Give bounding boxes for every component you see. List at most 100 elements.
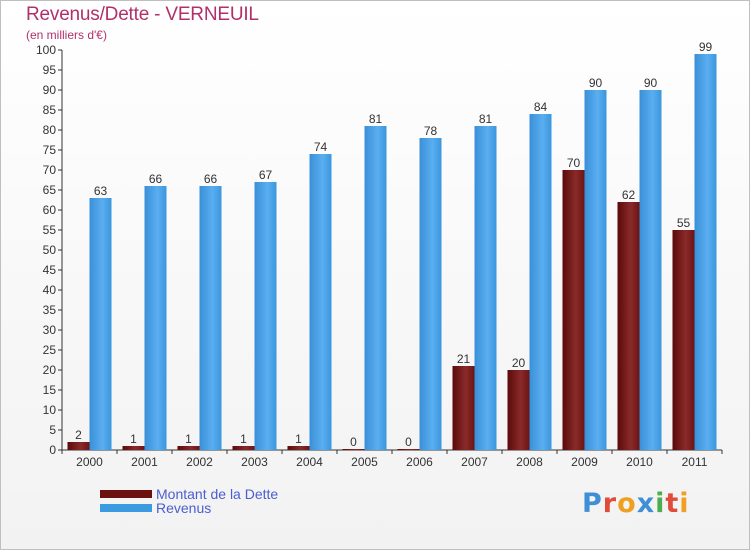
bar-dette xyxy=(672,230,695,450)
bar-revenus xyxy=(309,154,332,450)
bar-dette xyxy=(507,370,530,450)
data-label-dette: 70 xyxy=(567,156,581,170)
x-tick-label: 2010 xyxy=(626,455,653,469)
y-tick-label: 60 xyxy=(43,203,57,217)
data-label-dette: 62 xyxy=(622,188,636,202)
bar-revenus xyxy=(364,126,387,450)
data-label-dette: 1 xyxy=(240,432,247,446)
bar-dette xyxy=(67,442,90,450)
bar-revenus xyxy=(639,90,662,450)
bar-dette xyxy=(617,202,640,450)
y-tick-label: 65 xyxy=(43,183,57,197)
y-tick-label: 10 xyxy=(43,403,57,417)
x-tick-label: 2002 xyxy=(186,455,213,469)
data-label-revenus: 81 xyxy=(369,112,383,126)
x-tick-label: 2003 xyxy=(241,455,268,469)
data-label-revenus: 90 xyxy=(644,76,658,90)
y-tick-label: 85 xyxy=(43,103,57,117)
data-label-revenus: 90 xyxy=(589,76,603,90)
x-tick-label: 2000 xyxy=(76,455,103,469)
y-tick-label: 0 xyxy=(49,443,56,457)
bar-revenus xyxy=(529,114,552,450)
bar-dette xyxy=(562,170,585,450)
chart-subtitle: (en milliers d'€) xyxy=(26,28,107,42)
y-tick-label: 5 xyxy=(49,423,56,437)
data-label-dette: 0 xyxy=(405,435,412,449)
y-tick-label: 80 xyxy=(43,123,57,137)
bar-revenus xyxy=(694,54,717,450)
data-label-dette: 1 xyxy=(185,432,192,446)
data-label-revenus: 66 xyxy=(149,172,163,186)
bar-revenus xyxy=(474,126,497,450)
legend-swatch-dette xyxy=(100,490,152,498)
y-tick-label: 55 xyxy=(43,223,57,237)
legend-label-dette: Montant de la Dette xyxy=(156,486,279,502)
x-tick-label: 2008 xyxy=(516,455,543,469)
y-tick-label: 100 xyxy=(36,43,56,57)
y-tick-label: 50 xyxy=(43,243,57,257)
y-tick-label: 90 xyxy=(43,83,57,97)
legend: Montant de la Dette Revenus xyxy=(100,486,279,516)
legend-label-revenus: Revenus xyxy=(156,500,212,516)
bar-dette xyxy=(342,449,365,450)
y-tick-label: 40 xyxy=(43,283,57,297)
data-label-revenus: 84 xyxy=(534,100,548,114)
chart-title: Revenus/Dette - VERNEUIL xyxy=(26,4,259,25)
y-tick-label: 75 xyxy=(43,143,57,157)
data-label-dette: 2 xyxy=(75,428,82,442)
data-label-dette: 1 xyxy=(130,432,137,446)
y-tick-label: 15 xyxy=(43,383,57,397)
logo-letter: x xyxy=(636,488,656,519)
bar-revenus xyxy=(584,90,607,450)
bar-revenus xyxy=(199,186,222,450)
legend-item-revenus: Revenus xyxy=(100,500,278,516)
bar-dette xyxy=(122,446,145,450)
data-label-dette: 1 xyxy=(295,432,302,446)
y-tick-label: 30 xyxy=(43,323,57,337)
data-label-dette: 55 xyxy=(677,216,691,230)
data-label-revenus: 63 xyxy=(94,184,108,198)
data-label-revenus: 99 xyxy=(699,40,713,54)
logo-letter: P xyxy=(582,488,603,519)
y-tick-label: 25 xyxy=(43,343,57,357)
x-tick-label: 2007 xyxy=(461,455,488,469)
bar-revenus xyxy=(89,198,112,450)
bar-dette xyxy=(287,446,310,450)
x-tick-label: 2004 xyxy=(296,455,323,469)
data-label-revenus: 66 xyxy=(204,172,218,186)
legend-swatch-revenus xyxy=(100,504,152,512)
data-label-revenus: 67 xyxy=(259,168,273,182)
x-axis: 2000 2001 2002 2003 2004 2005 2006 2007 2008 2009… xyxy=(61,449,723,469)
y-tick-label: 95 xyxy=(43,63,57,77)
bar-dette xyxy=(452,366,475,450)
data-label-revenus: 78 xyxy=(424,124,438,138)
y-axis: 0 5 10 15 20 25 30 35 40 45 50 55 60 65 70 75 80 85 90 95 10… xyxy=(36,43,63,457)
logo-letter: i xyxy=(655,488,666,519)
x-tick-label: 2011 xyxy=(682,455,708,469)
logo-letter: i xyxy=(679,488,690,519)
x-tick-label: 2001 xyxy=(131,455,158,469)
data-label-dette: 21 xyxy=(457,352,471,366)
data-labels: 2 63 1 66 1 66 1 67 1 74 0 81 0 78 21 81 20 84 70 90 62 90 55 9… xyxy=(75,40,712,449)
x-tick-label: 2005 xyxy=(351,455,378,469)
data-label-revenus: 74 xyxy=(314,140,328,154)
bars xyxy=(67,54,717,450)
logo-letter: t xyxy=(665,488,680,519)
y-tick-label: 45 xyxy=(43,263,57,277)
bar-dette xyxy=(177,446,200,450)
y-tick-label: 20 xyxy=(43,363,57,377)
proxiti-logo: Proxiti xyxy=(582,488,690,519)
data-label-dette: 0 xyxy=(350,435,357,449)
bar-dette xyxy=(397,449,420,450)
y-tick-label: 35 xyxy=(43,303,57,317)
bar-revenus xyxy=(144,186,167,450)
x-tick-label: 2006 xyxy=(406,455,433,469)
bar-revenus xyxy=(419,138,442,450)
data-label-dette: 20 xyxy=(512,356,526,370)
logo-letter: o xyxy=(617,488,637,519)
y-tick-label: 70 xyxy=(43,163,57,177)
logo-letter: r xyxy=(602,488,618,519)
data-label-revenus: 81 xyxy=(479,112,493,126)
x-tick-label: 2009 xyxy=(571,455,598,469)
